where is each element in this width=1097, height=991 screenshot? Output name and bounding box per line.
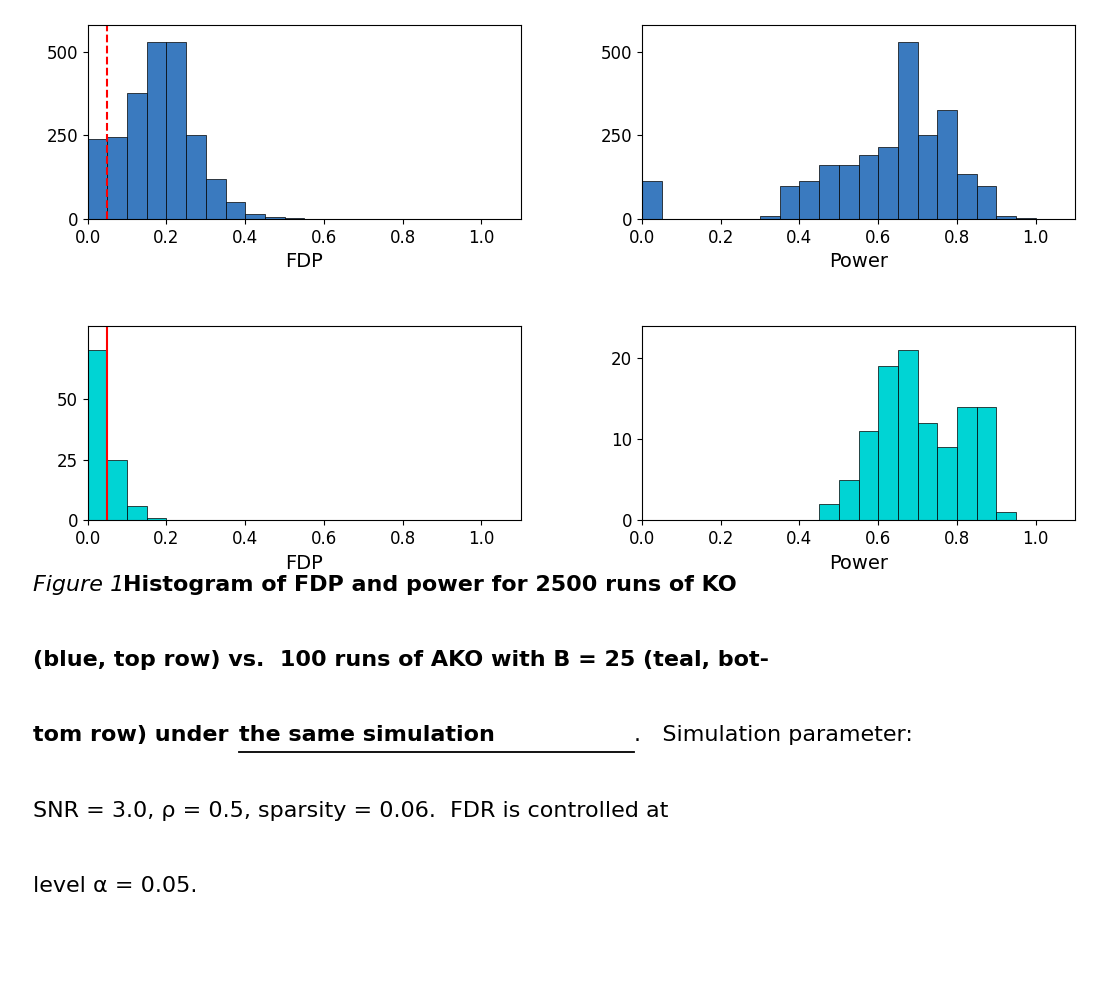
Text: (blue, top row) vs.  100 runs of AKO with B = 25 (teal, bot-: (blue, top row) vs. 100 runs of AKO with…	[33, 650, 769, 670]
Bar	[879, 147, 898, 219]
Bar	[898, 350, 917, 520]
Text: SNR = 3.0, ρ = 0.5, sparsity = 0.06.  FDR is controlled at: SNR = 3.0, ρ = 0.5, sparsity = 0.06. FDR…	[33, 801, 668, 821]
Bar	[957, 173, 976, 219]
Bar	[859, 156, 879, 219]
Bar	[859, 431, 879, 520]
Bar	[819, 165, 839, 219]
Bar	[819, 504, 839, 520]
Bar	[127, 505, 147, 520]
Bar	[996, 216, 1016, 219]
Bar	[108, 460, 127, 520]
X-axis label: Power: Power	[829, 554, 889, 573]
Bar	[206, 179, 226, 219]
X-axis label: FDP: FDP	[285, 253, 324, 272]
Bar	[1016, 218, 1036, 219]
Bar	[957, 407, 976, 520]
Bar	[976, 407, 996, 520]
Text: tom row) under: tom row) under	[33, 725, 236, 745]
Bar	[226, 202, 246, 219]
Bar	[917, 423, 937, 520]
Bar	[147, 42, 167, 219]
Bar	[88, 139, 108, 219]
Bar	[898, 42, 917, 219]
X-axis label: FDP: FDP	[285, 554, 324, 573]
Bar	[917, 136, 937, 219]
Bar	[147, 518, 167, 520]
Bar	[800, 180, 819, 219]
Bar	[937, 447, 957, 520]
Bar	[127, 93, 147, 219]
Bar	[642, 180, 661, 219]
Bar	[264, 217, 284, 219]
Bar	[88, 350, 108, 520]
Bar	[780, 185, 800, 219]
Text: the same simulation: the same simulation	[239, 725, 495, 745]
Bar	[760, 216, 780, 219]
X-axis label: Power: Power	[829, 253, 889, 272]
Bar	[839, 165, 859, 219]
Bar	[839, 480, 859, 520]
Bar	[167, 42, 186, 219]
Bar	[108, 137, 127, 219]
Text: Histogram of FDP and power for 2500 runs of KO: Histogram of FDP and power for 2500 runs…	[123, 575, 736, 595]
Text: Figure 1.: Figure 1.	[33, 575, 132, 595]
Bar	[976, 185, 996, 219]
Bar	[879, 367, 898, 520]
Text: level α = 0.05.: level α = 0.05.	[33, 876, 197, 896]
Bar	[246, 214, 264, 219]
Bar	[996, 512, 1016, 520]
Text: .   Simulation parameter:: . Simulation parameter:	[634, 725, 913, 745]
Bar	[937, 110, 957, 219]
Bar	[186, 136, 206, 219]
